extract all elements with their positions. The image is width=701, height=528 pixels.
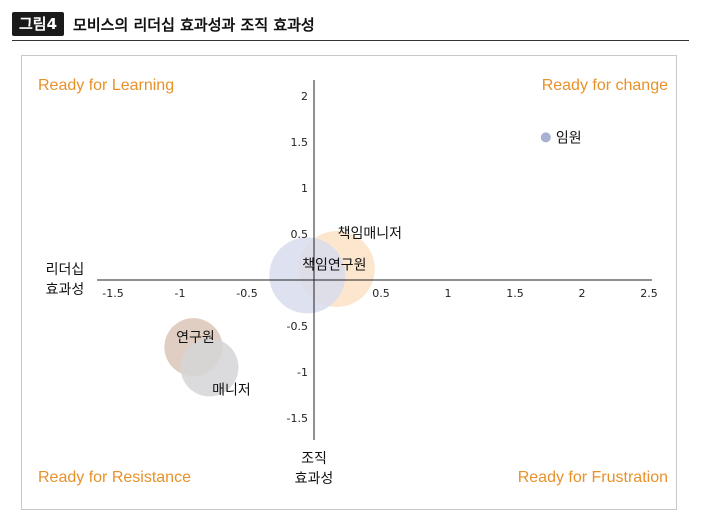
y-tick-label: 0.5 <box>291 228 309 241</box>
quadrant-label-bottom-left: Ready for Resistance <box>38 469 191 486</box>
y-tick-label: -1.5 <box>287 412 308 425</box>
quadrant-label-bottom-right: Ready for Frustration <box>518 469 668 486</box>
y-tick-label: -1 <box>297 366 308 379</box>
y-axis-title-line1: 조직 <box>301 451 327 467</box>
bubble-point <box>180 338 239 397</box>
x-axis-title-line2: 효과성 <box>46 282 85 298</box>
figure-title: 모비스의 리더십 효과성과 조직 효과성 <box>73 15 315 34</box>
point-label: 책임매니저 <box>338 226 402 242</box>
figure-number-badge: 그림4 <box>12 12 65 36</box>
point-label: 책임연구원 <box>302 257 366 273</box>
y-tick-label: -0.5 <box>287 320 308 333</box>
x-tick-label: 0.5 <box>372 287 390 300</box>
x-tick-label: 1.5 <box>506 287 524 300</box>
bubble-point <box>540 132 551 143</box>
x-tick-label: -0.5 <box>236 287 257 300</box>
y-tick-label: 2 <box>301 90 308 103</box>
y-tick-label: 1.5 <box>291 136 309 149</box>
y-axis-title-line2: 효과성 <box>295 471 334 487</box>
x-tick-label: -1.5 <box>102 287 123 300</box>
header-divider <box>12 40 689 41</box>
point-label: 연구원 <box>176 330 215 346</box>
chart-frame <box>21 55 677 510</box>
point-label: 임원 <box>556 130 582 146</box>
tick-labels: -1.5 -1 -0.5 0.5 1 1.5 2 2.5 2 1.5 1 0.5 -0.5 -1 -1.5 <box>102 90 657 425</box>
x-tick-label: -1 <box>175 287 186 300</box>
x-axis-title-line1: 리더십 <box>46 262 85 278</box>
x-tick-label: 1 <box>445 287 452 300</box>
y-tick-label: 1 <box>301 182 308 195</box>
x-tick-label: 2.5 <box>640 287 658 300</box>
quadrant-label-top-right: Ready for change <box>542 77 668 94</box>
bubble-layer <box>164 132 551 397</box>
x-tick-label: 2 <box>579 287 586 300</box>
bubble-point <box>269 237 346 314</box>
quadrant-label-top-left: Ready for Learning <box>38 77 174 94</box>
point-label: 매니저 <box>212 382 251 398</box>
figure-header: 그림4 모비스의 리더십 효과성과 조직 효과성 <box>12 11 315 37</box>
